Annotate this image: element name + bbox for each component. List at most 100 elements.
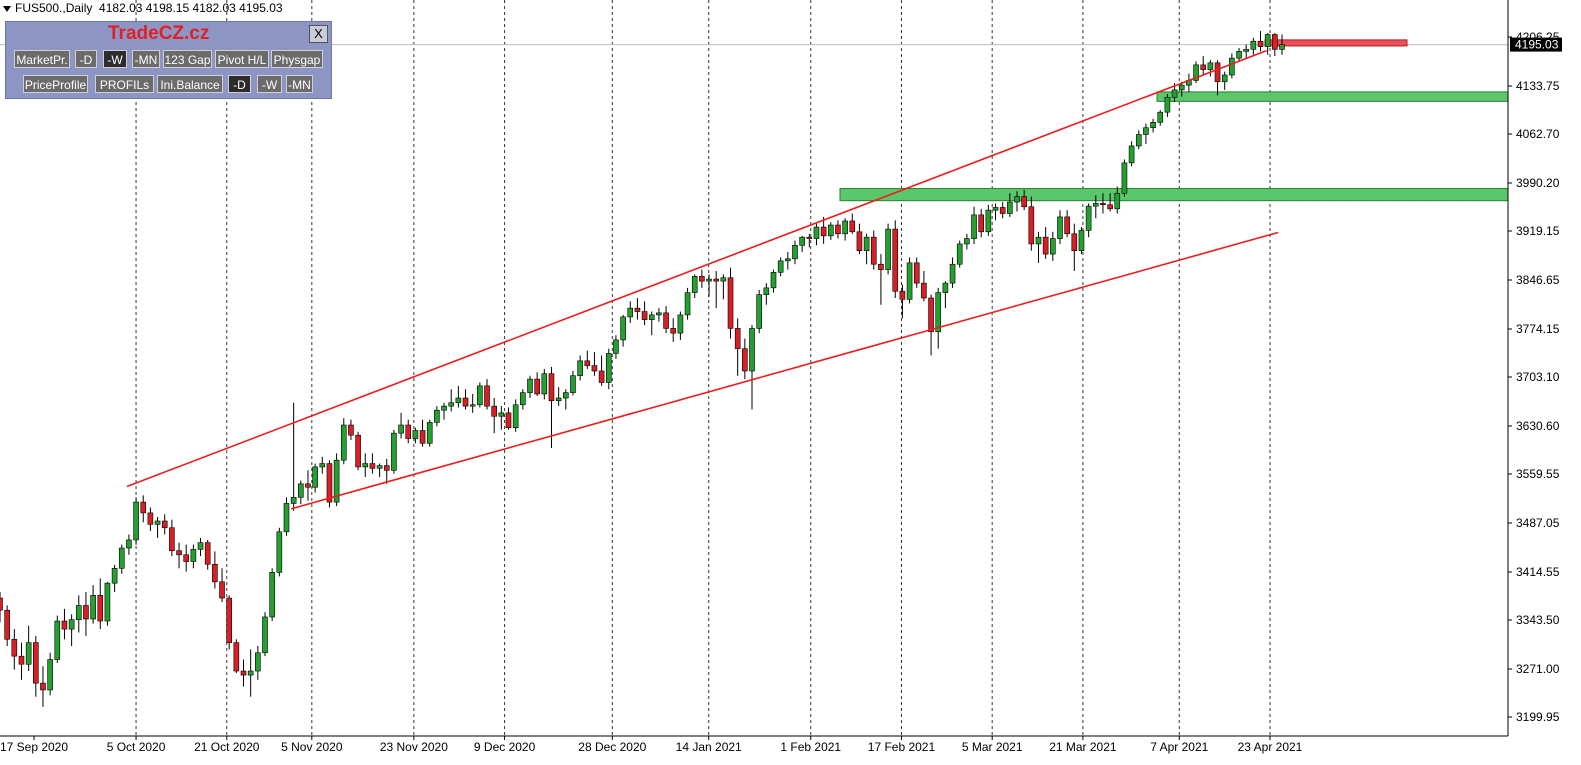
candle [1121,162,1128,194]
candle [942,282,949,293]
candle [61,620,68,630]
candle [247,670,254,676]
candle [842,220,848,235]
candle [849,220,856,233]
candle [1150,122,1156,129]
candle [484,385,490,407]
candle [391,432,397,471]
y-tick-label: 3559.55 [1516,467,1560,481]
candle [197,542,204,550]
candle [233,642,240,672]
pivot-hl-button[interactable]: Pivot H/L [215,50,269,68]
balance-daily-button[interactable]: -D [228,75,251,93]
candle [4,609,10,640]
candle [964,238,970,245]
candle [355,434,361,468]
candle [756,294,762,329]
candle [305,483,311,488]
candle [1272,34,1278,50]
x-tick-label: 21 Mar 2021 [1049,740,1117,754]
x-tick-label: 5 Oct 2020 [107,740,166,754]
candle [348,424,354,436]
x-tick-label: 28 Dec 2020 [578,740,646,754]
market-monthly-button[interactable]: -MN [132,50,160,68]
y-tick-label: 3630.60 [1516,419,1560,433]
symbol-label: FUS500.,Daily [15,1,93,15]
candle [1014,196,1020,203]
upper-trendline [126,49,1267,488]
candle [1007,201,1013,214]
candle [870,236,877,265]
x-tick-label: 7 Apr 2021 [1150,740,1208,754]
candle [1078,230,1085,252]
candle [562,392,569,399]
candle [333,459,340,503]
candle [462,397,469,407]
lower-trendline [290,231,1279,510]
balance-weekly-button[interactable]: -W [257,75,282,93]
close-toolbar-button[interactable]: X [309,25,328,43]
candle [383,465,390,471]
profils-button[interactable]: PROFILs [95,75,154,93]
initial-balance-button[interactable]: Ini.Balance [157,75,223,93]
market-daily-button[interactable]: -D [75,50,97,68]
candle [770,272,777,289]
x-tick-label: 5 Mar 2021 [962,740,1023,754]
candle [1035,236,1042,245]
candle [670,328,677,334]
x-tick-label: 23 Nov 2020 [380,740,448,754]
candle [727,277,734,329]
candle [605,353,612,383]
candle [75,605,82,620]
candle [498,412,505,417]
balance-monthly-button[interactable]: -MN [286,75,313,93]
candle [90,595,96,620]
y-tick-label: 3343.50 [1516,613,1560,627]
candle [83,605,89,620]
candle [1250,40,1257,50]
candle [118,547,125,569]
support-zone [839,188,1509,202]
candle [190,549,197,562]
candle [999,207,1006,214]
x-tick-label: 9 Dec 2020 [474,740,536,754]
candle [620,316,626,341]
market-weekly-button[interactable]: -W [103,50,127,68]
candle [1214,62,1221,83]
marketprofile-button[interactable]: MarketPr. [14,50,70,68]
gap-123-button[interactable]: 123 Gap [163,50,212,68]
y-tick-label: 3271.00 [1516,662,1560,676]
candle [434,409,440,423]
candle [161,520,168,529]
physgap-button[interactable]: Physgap [271,50,323,68]
candle [899,290,906,300]
x-tick-label: 17 Feb 2021 [868,740,936,754]
candle [269,572,275,618]
candle [1135,134,1142,147]
candle [240,670,247,676]
priceprofile-button[interactable]: PriceProfile [23,75,88,93]
candle [921,282,927,299]
candle [677,314,684,334]
symbol-menu-arrow-icon[interactable] [3,5,11,12]
candle [641,311,648,320]
candle [1100,203,1106,206]
candle [792,244,798,260]
candle [1064,216,1070,235]
candle [992,207,999,211]
candle [1092,203,1099,207]
y-tick-label: 3774.15 [1516,322,1560,336]
candle [913,262,920,284]
candle [1157,111,1164,123]
candle [1279,44,1285,50]
candle [1221,74,1228,83]
y-tick-label: 3703.10 [1516,370,1560,384]
candle [1257,40,1264,47]
candle [25,642,32,665]
candle [340,424,347,461]
candle [555,397,562,402]
candle [426,422,433,444]
x-tick-label: 5 Nov 2020 [281,740,343,754]
indicator-toolbar: TradeCZ.cz X MarketPr. -D -W -MN 123 Gap… [5,21,332,99]
